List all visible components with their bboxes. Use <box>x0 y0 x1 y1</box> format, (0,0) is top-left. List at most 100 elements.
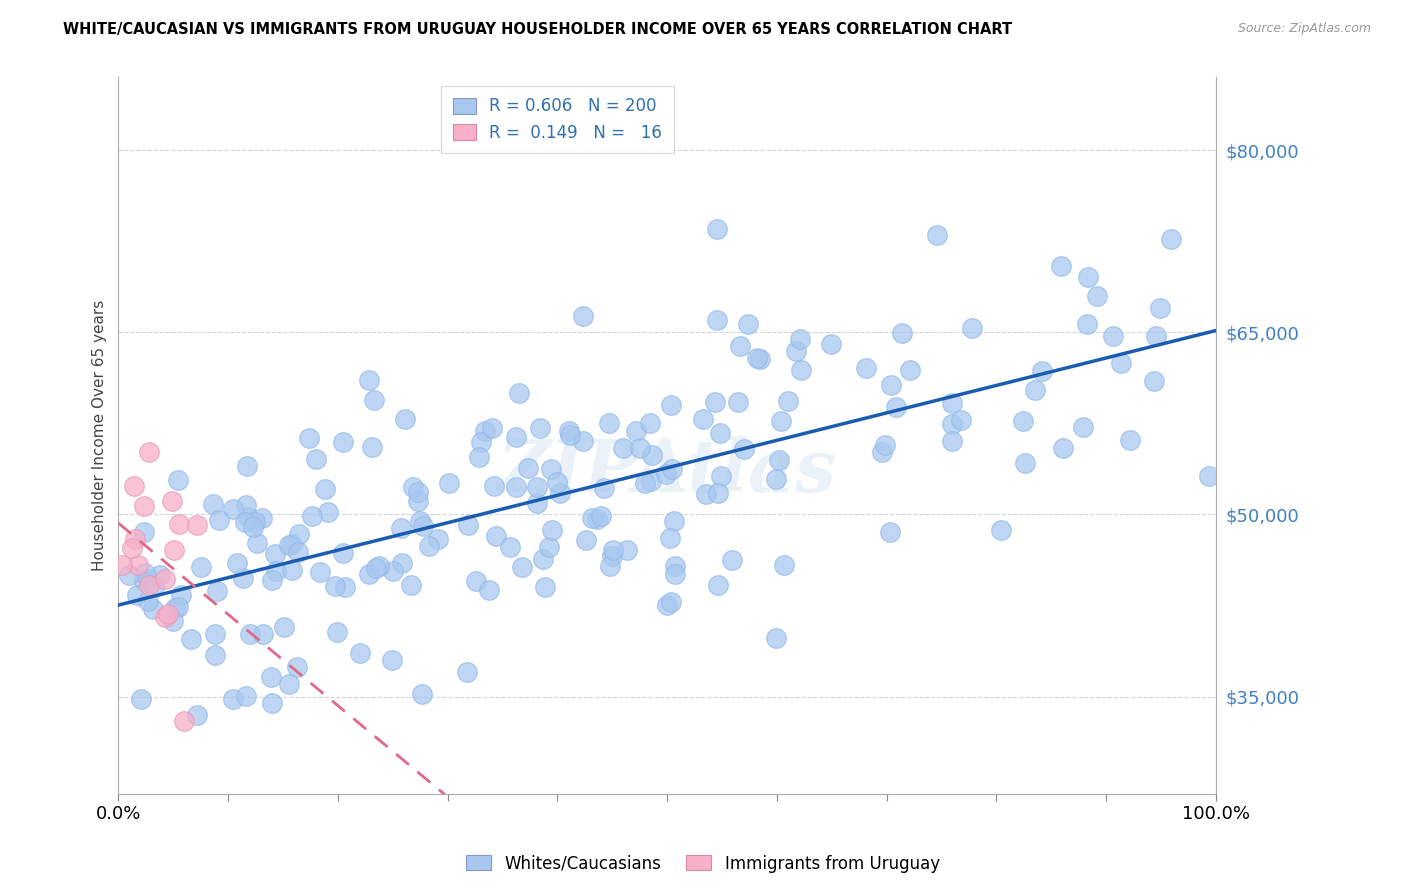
Point <box>359 373 381 387</box>
Point <box>134 566 156 581</box>
Point <box>204 626 226 640</box>
Point <box>186 708 208 723</box>
Point <box>308 566 330 580</box>
Point <box>153 610 176 624</box>
Point <box>170 588 193 602</box>
Point <box>941 434 963 448</box>
Point <box>316 505 339 519</box>
Point <box>153 572 176 586</box>
Point <box>537 540 560 554</box>
Point <box>941 417 963 431</box>
Point <box>232 571 254 585</box>
Point <box>136 594 159 608</box>
Legend: Whites/Caucasians, Immigrants from Uruguay: Whites/Caucasians, Immigrants from Urugu… <box>460 848 946 880</box>
Point <box>640 416 662 430</box>
Point <box>233 515 256 529</box>
Point <box>391 557 413 571</box>
Point <box>465 574 488 588</box>
Point <box>166 599 188 614</box>
Point <box>180 632 202 646</box>
Point <box>236 458 259 473</box>
Point <box>655 598 678 612</box>
Point <box>363 392 385 407</box>
Point <box>1102 329 1125 343</box>
Point <box>925 228 948 243</box>
Point <box>127 558 149 573</box>
Point <box>749 352 772 367</box>
Point <box>879 524 901 539</box>
Point <box>1012 414 1035 428</box>
Point <box>125 588 148 602</box>
Point <box>728 339 751 353</box>
Point <box>776 394 799 409</box>
Point <box>640 475 662 489</box>
Point <box>142 602 165 616</box>
Point <box>1198 468 1220 483</box>
Point <box>314 482 336 496</box>
Point <box>707 577 730 591</box>
Point <box>628 442 651 456</box>
Point <box>287 545 309 559</box>
Point <box>138 578 160 592</box>
Point <box>478 583 501 598</box>
Point <box>167 473 190 487</box>
Point <box>960 320 983 334</box>
Point <box>880 377 903 392</box>
Point <box>531 552 554 566</box>
Point <box>706 313 728 327</box>
Point <box>546 475 568 489</box>
Point <box>593 481 616 495</box>
Point <box>727 395 749 409</box>
Point <box>710 468 733 483</box>
Point <box>381 564 404 578</box>
Point <box>898 362 921 376</box>
Point <box>278 539 301 553</box>
Point <box>323 578 346 592</box>
Point <box>773 558 796 573</box>
Point <box>162 614 184 628</box>
Point <box>1052 441 1074 455</box>
Point <box>226 557 249 571</box>
Point <box>765 632 787 646</box>
Point <box>706 486 728 500</box>
Point <box>264 564 287 578</box>
Point <box>222 692 245 706</box>
Point <box>505 429 527 443</box>
Point <box>149 568 172 582</box>
Point <box>484 479 506 493</box>
Point <box>134 525 156 540</box>
Point <box>143 579 166 593</box>
Point <box>548 486 571 500</box>
Text: ZIPAtlas: ZIPAtlas <box>498 436 837 507</box>
Text: WHITE/CAUCASIAN VS IMMIGRANTS FROM URUGUAY HOUSEHOLDER INCOME OVER 65 YEARS CORR: WHITE/CAUCASIAN VS IMMIGRANTS FROM URUGU… <box>63 22 1012 37</box>
Point <box>641 448 664 462</box>
Point <box>235 689 257 703</box>
Point <box>510 560 533 574</box>
Point <box>260 696 283 710</box>
Point <box>1071 419 1094 434</box>
Point <box>558 424 581 438</box>
Point <box>571 434 593 449</box>
Point <box>1118 434 1140 448</box>
Point <box>252 627 274 641</box>
Point <box>474 424 496 438</box>
Point <box>890 326 912 340</box>
Point <box>394 411 416 425</box>
Point <box>173 714 195 728</box>
Point <box>581 511 603 525</box>
Point <box>305 451 328 466</box>
Point <box>411 687 433 701</box>
Point <box>612 441 634 455</box>
Point <box>572 309 595 323</box>
Point <box>872 445 894 459</box>
Point <box>1076 318 1098 332</box>
Point <box>366 561 388 575</box>
Point <box>481 421 503 435</box>
Point <box>470 434 492 449</box>
Point <box>600 549 623 563</box>
Point <box>616 542 638 557</box>
Point <box>950 412 973 426</box>
Point <box>599 558 621 573</box>
Point <box>281 536 304 550</box>
Point <box>418 539 440 553</box>
